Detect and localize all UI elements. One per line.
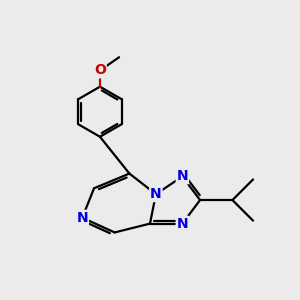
Text: N: N [177,169,188,184]
Text: O: O [94,64,106,77]
Text: N: N [150,187,162,201]
Text: N: N [177,217,188,231]
Text: N: N [76,211,88,225]
